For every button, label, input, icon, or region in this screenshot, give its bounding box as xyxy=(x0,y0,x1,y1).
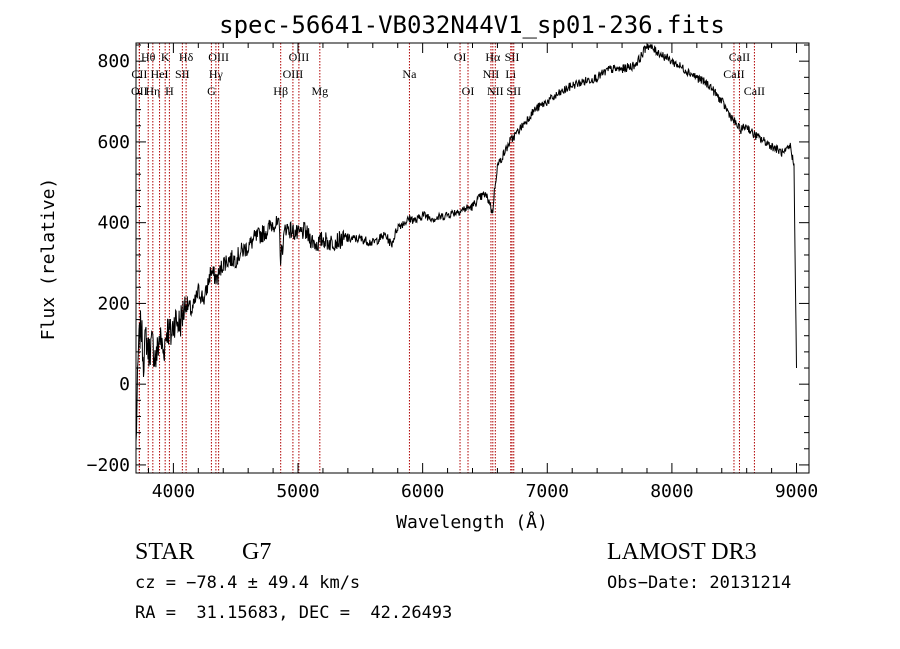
line-label: Hβ xyxy=(273,84,288,98)
line-label: CaII xyxy=(729,50,750,64)
line-label: NII xyxy=(487,84,504,98)
redshift-velocity: cz = −78.4 ± 49.4 km/s xyxy=(135,573,361,593)
chart-title: spec-56641-VB032N44V1_sp01-236.fits xyxy=(219,11,725,39)
x-tick-label: 4000 xyxy=(152,481,195,502)
line-label: Hη xyxy=(145,84,160,98)
line-label: Hα xyxy=(485,50,501,64)
y-tick-label: 600 xyxy=(97,132,130,153)
x-tick-label: 6000 xyxy=(401,481,444,502)
line-label: K xyxy=(161,50,170,64)
line-label: Hδ xyxy=(179,50,194,64)
x-tick-label: 5000 xyxy=(276,481,319,502)
line-label: Mg xyxy=(311,84,328,98)
y-tick-label: 200 xyxy=(97,293,130,314)
line-label: CII xyxy=(131,67,147,81)
y-tick-label: −200 xyxy=(87,455,130,476)
object-subclass: G7 xyxy=(242,539,272,565)
axes-layer: 4000 5000 6000 7000 8000 9000 −200 0 200 400 600 80… xyxy=(87,43,818,502)
y-tick-label: 800 xyxy=(97,51,130,72)
line-label: H xyxy=(165,84,174,98)
line-label: OIII xyxy=(208,50,229,64)
object-class: STAR xyxy=(135,539,195,565)
line-label: SII xyxy=(505,50,520,64)
y-tick-label: 400 xyxy=(97,213,130,234)
spectrum-series xyxy=(135,43,797,442)
line-label: Na xyxy=(402,67,417,81)
line-label: OI xyxy=(454,50,467,64)
x-tick-label: 7000 xyxy=(526,481,569,502)
line-label: OI xyxy=(462,84,475,98)
line-label: CaII xyxy=(723,67,744,81)
line-label: Hγ xyxy=(209,67,224,81)
line-label: Hθ xyxy=(141,50,156,64)
emission-lines-layer: OIICIIHθHηHeIKHSIIHδGHγOIIIHβOIIIOIIIMgN… xyxy=(131,43,765,473)
line-label: Li xyxy=(505,67,516,81)
observation-date: Obs−Date: 20131214 xyxy=(607,573,792,593)
y-axis-label: Flux (relative) xyxy=(38,178,59,341)
survey-name: LAMOST DR3 xyxy=(607,539,757,565)
line-label: OIII xyxy=(289,50,310,64)
sky-coordinates: RA = 31.15683, DEC = 42.26493 xyxy=(135,603,453,623)
line-label: CaII xyxy=(744,84,765,98)
y-tick-label: 0 xyxy=(119,374,130,395)
x-tick-label: 9000 xyxy=(775,481,818,502)
line-label: G xyxy=(207,84,216,98)
x-axis-label: Wavelength (Å) xyxy=(396,511,548,533)
line-label: HeI xyxy=(151,67,169,81)
line-label: OIII xyxy=(283,67,304,81)
line-label: SII xyxy=(506,84,521,98)
line-label: NII xyxy=(483,67,500,81)
line-label: SII xyxy=(175,67,190,81)
x-tick-label: 8000 xyxy=(650,481,693,502)
